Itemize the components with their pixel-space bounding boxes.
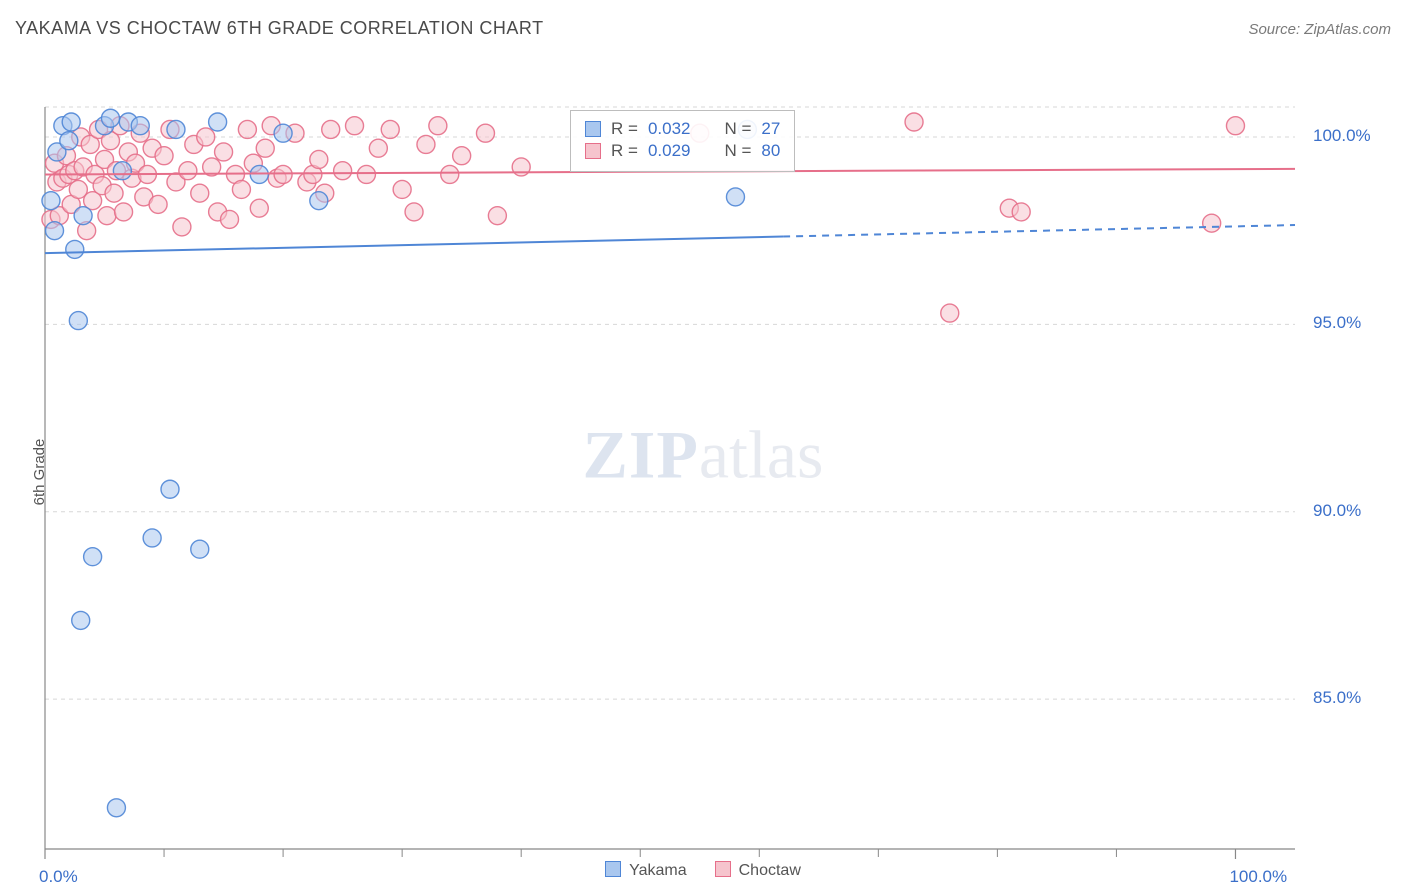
y-axis-label: 6th Grade (31, 439, 48, 506)
chart-title: YAKAMA VS CHOCTAW 6TH GRADE CORRELATION … (15, 18, 544, 39)
y-tick-label: 90.0% (1313, 501, 1361, 521)
legend-label: Choctaw (739, 862, 801, 879)
n-label: N = (724, 119, 751, 139)
n-label: N = (724, 141, 751, 161)
legend-item: Yakama (605, 861, 687, 880)
legend-label: Yakama (629, 862, 687, 879)
r-value: 0.032 (648, 119, 691, 139)
source-label: Source: ZipAtlas.com (1248, 21, 1391, 38)
stats-row: R = 0.029 N = 80 (585, 141, 780, 161)
stats-swatch (585, 121, 601, 137)
r-value: 0.029 (648, 141, 691, 161)
n-value: 80 (761, 141, 780, 161)
scatter-chart-svg (0, 52, 1406, 892)
stats-row: R = 0.032 N = 27 (585, 119, 780, 139)
legend-item: Choctaw (715, 861, 801, 880)
n-value: 27 (761, 119, 780, 139)
legend-swatch (715, 861, 731, 877)
stats-swatch (585, 143, 601, 159)
legend: Yakama Choctaw (0, 861, 1406, 880)
y-tick-label: 95.0% (1313, 313, 1361, 333)
legend-swatch (605, 861, 621, 877)
correlation-stats-box: R = 0.032 N = 27 R = 0.029 N = 80 (570, 110, 795, 172)
y-tick-label: 85.0% (1313, 688, 1361, 708)
y-tick-label: 100.0% (1313, 126, 1371, 146)
r-label: R = (611, 119, 638, 139)
r-label: R = (611, 141, 638, 161)
chart-area: 6th Grade ZIPatlas R =0.032N =27R =0.029… (0, 52, 1406, 892)
